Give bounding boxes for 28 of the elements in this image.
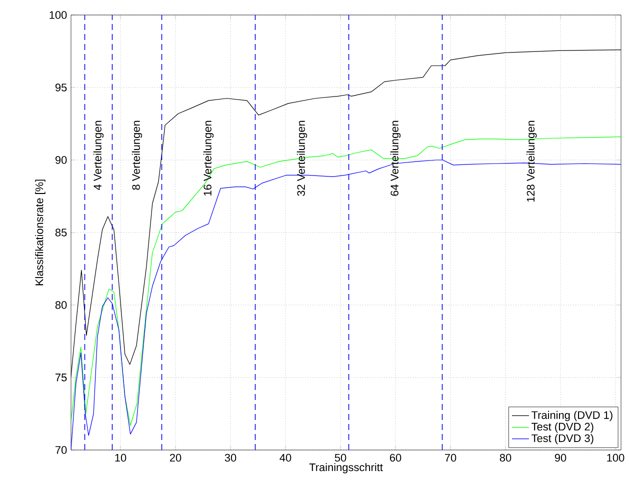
annotation: 8 Verteilungen	[132, 120, 142, 190]
x-tick-label: 100	[607, 454, 624, 462]
annotation: 64 Verteilungen	[390, 120, 401, 196]
y-tick-label: 100	[50, 11, 67, 19]
y-tick-label: 85	[55, 228, 67, 236]
x-tick-label: 40	[280, 454, 292, 462]
annotation: 16 Verteilungen	[203, 120, 214, 196]
x-tick-label: 50	[334, 454, 346, 462]
x-tick-label: 20	[170, 454, 182, 462]
y-tick-label: 90	[55, 156, 67, 164]
y-tick-label: 80	[55, 301, 67, 309]
y-tick-label: 95	[55, 84, 67, 92]
x-tick-label: 30	[224, 454, 236, 462]
x-tick-label: 60	[390, 454, 402, 462]
x-axis-title: Trainingsschritt	[309, 463, 383, 474]
x-tick-label: 70	[444, 454, 456, 462]
annotation: 32 Verteilungen	[296, 120, 308, 196]
x-tick-label: 90	[554, 454, 566, 462]
legend-label: Test (DVD 3)	[532, 434, 594, 444]
y-axis-title: Klassifikationsrate [%]	[35, 180, 46, 286]
annotation: 4 Verteilungen	[93, 120, 104, 190]
x-tick-label: 80	[500, 454, 512, 462]
annotation: 128 Verteilungen	[526, 120, 537, 202]
legend-label: Training (DVD 1)	[532, 410, 612, 422]
y-tick-label: 75	[56, 374, 67, 382]
x-tick-label: 10	[115, 454, 126, 462]
y-tick-label: 70	[56, 446, 67, 454]
legend-label: Test (DVD 2)	[532, 422, 594, 433]
